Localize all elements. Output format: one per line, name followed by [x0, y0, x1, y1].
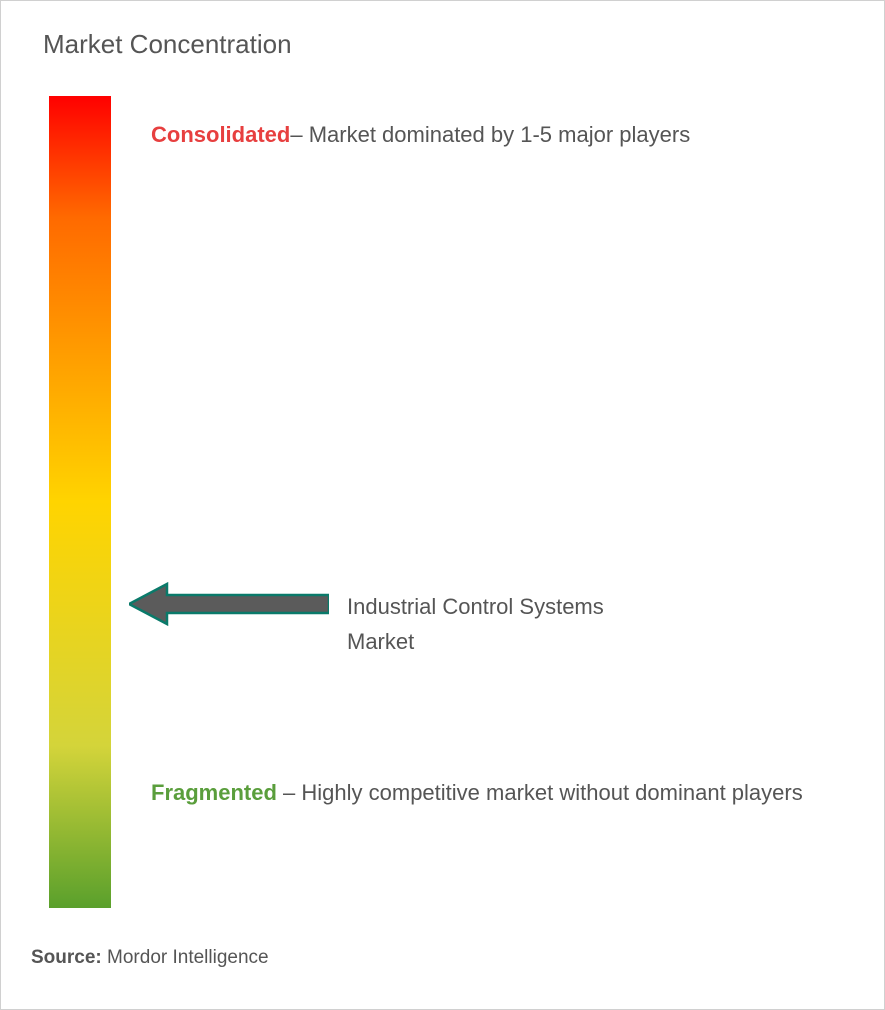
- fragmented-desc: – Highly competitive market without domi…: [277, 780, 803, 805]
- consolidated-desc: – Market dominated by 1-5 major players: [290, 122, 690, 147]
- fragmented-label: Fragmented – Highly competitive market w…: [151, 769, 844, 817]
- source-label: Source:: [31, 947, 102, 968]
- fragmented-highlight: Fragmented: [151, 780, 277, 805]
- consolidated-label: Consolidated– Market dominated by 1-5 ma…: [151, 111, 844, 159]
- source-attribution: Source: Mordor Intelligence: [31, 947, 269, 969]
- indicator-label: Industrial Control Systems Market: [347, 589, 667, 659]
- infographic-container: Market Concentration Consolidated– Marke…: [0, 0, 885, 1010]
- indicator-arrow-group: Industrial Control Systems Market: [129, 581, 667, 659]
- indicator-arrow-icon: [129, 581, 329, 627]
- chart-title: Market Concentration: [43, 29, 292, 60]
- source-value: Mordor Intelligence: [107, 947, 269, 968]
- consolidated-highlight: Consolidated: [151, 122, 290, 147]
- concentration-gradient-bar: [49, 96, 111, 908]
